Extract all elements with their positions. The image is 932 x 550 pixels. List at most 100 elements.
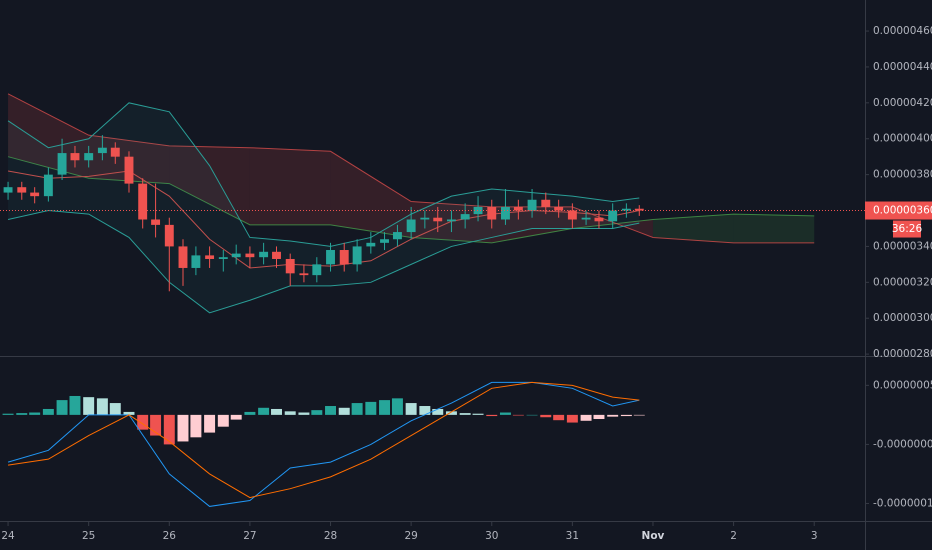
histogram-bar: [512, 414, 524, 416]
cloud-segment: [249, 147, 331, 225]
histogram-bar: [123, 411, 135, 415]
histogram-bar: [405, 403, 417, 415]
candle-body: [541, 199, 551, 207]
x-tick-label: 25: [82, 530, 95, 542]
candle-body: [406, 219, 416, 233]
cloud-line: [7, 93, 815, 244]
y-tick-label: 0.00000280: [873, 348, 932, 360]
y-tick-label: 0.00000380: [873, 169, 932, 181]
candle-body: [527, 199, 537, 211]
candle-body: [513, 206, 523, 211]
candle-body: [634, 208, 644, 211]
x-tick-label: 24: [1, 530, 15, 542]
cloud-segment: [330, 151, 412, 238]
x-tick-label: 29: [404, 530, 417, 542]
histogram-bar: [163, 414, 175, 445]
y-tick-label: 0.00000320: [873, 276, 932, 288]
candle-body: [57, 153, 67, 175]
last-price-tag: [865, 201, 932, 220]
histogram-bar: [365, 401, 377, 415]
x-tick-label: 2: [730, 530, 737, 542]
candle-body: [567, 210, 577, 220]
histogram-bar: [325, 406, 337, 415]
histogram-bar: [580, 414, 592, 421]
candle-body: [17, 187, 27, 193]
cloud-segment: [491, 206, 573, 243]
histogram-bar: [217, 414, 229, 427]
histogram-bar: [391, 398, 403, 415]
histogram-bar: [607, 414, 619, 417]
candle-body: [259, 251, 269, 258]
histogram-bar: [284, 411, 296, 415]
candle-body: [554, 206, 564, 211]
x-tick-label: 28: [324, 530, 337, 542]
candle-body: [30, 192, 40, 197]
histogram-bar: [379, 400, 391, 415]
candle-body: [178, 246, 188, 268]
histogram-bar: [566, 414, 578, 423]
candle-body: [312, 264, 322, 276]
histogram-bar: [230, 414, 242, 420]
candle-body: [581, 217, 591, 220]
countdown: 36:26: [892, 223, 923, 235]
histogram-bar: [633, 414, 645, 416]
histogram-bar: [109, 403, 121, 415]
histogram-bar: [258, 407, 270, 415]
countdown-tag: [893, 220, 921, 238]
histogram-bar: [244, 411, 256, 415]
candle-body: [299, 273, 309, 276]
histogram-bar: [540, 414, 552, 418]
histogram-bar: [419, 406, 431, 415]
y-tick-label: -0.00000005: [873, 438, 932, 450]
candle-body: [339, 250, 349, 265]
candle-body: [487, 206, 497, 220]
candle-body: [97, 147, 107, 154]
candle-body: [138, 183, 148, 220]
y-tick-label: 0.00000005: [873, 379, 932, 391]
candle-body: [151, 219, 161, 225]
histogram-bar: [42, 408, 54, 415]
cloud-segment: [652, 214, 734, 243]
y-tick-label: 0.00000460: [873, 25, 932, 37]
candle-body: [473, 206, 483, 215]
histogram-bar: [177, 414, 189, 442]
candle-body: [594, 217, 604, 222]
y-tick-label: -0.00000015: [873, 497, 932, 509]
histogram-bar: [472, 413, 484, 415]
x-tick-label: 26: [163, 530, 177, 542]
histogram-bar: [338, 407, 350, 415]
histogram-bar: [311, 410, 323, 415]
histogram-bar: [271, 408, 282, 415]
candle-body: [272, 251, 281, 259]
x-tick-label: 30: [485, 530, 498, 542]
macd-line: [7, 381, 640, 507]
histogram-bar: [29, 412, 41, 415]
histogram-bar: [2, 413, 14, 415]
candle-body: [205, 255, 215, 259]
cloud-segment: [8, 93, 89, 179]
candle-body: [392, 232, 402, 240]
candle-body: [218, 257, 228, 259]
histogram-bar: [445, 411, 457, 415]
candle-body: [366, 242, 376, 247]
histogram-bar: [56, 400, 68, 415]
candle-body: [70, 153, 80, 161]
candle-body: [621, 208, 631, 211]
candle-body: [164, 224, 174, 247]
histogram-bar: [190, 414, 202, 438]
cloud-segment: [733, 214, 815, 243]
candle-body: [191, 255, 201, 268]
last-price-label: 0.00000360: [873, 205, 932, 217]
indicator-line: [7, 210, 640, 314]
candle-body: [420, 217, 430, 220]
candle-body: [84, 153, 94, 161]
candle-body: [43, 174, 53, 197]
histogram-bar: [593, 414, 605, 420]
candle-body: [352, 246, 362, 265]
histogram-bar: [204, 414, 216, 433]
candle-body: [285, 258, 295, 274]
candle-body: [245, 253, 255, 258]
candle-body: [124, 156, 134, 184]
x-tick-label: 3: [811, 530, 818, 542]
